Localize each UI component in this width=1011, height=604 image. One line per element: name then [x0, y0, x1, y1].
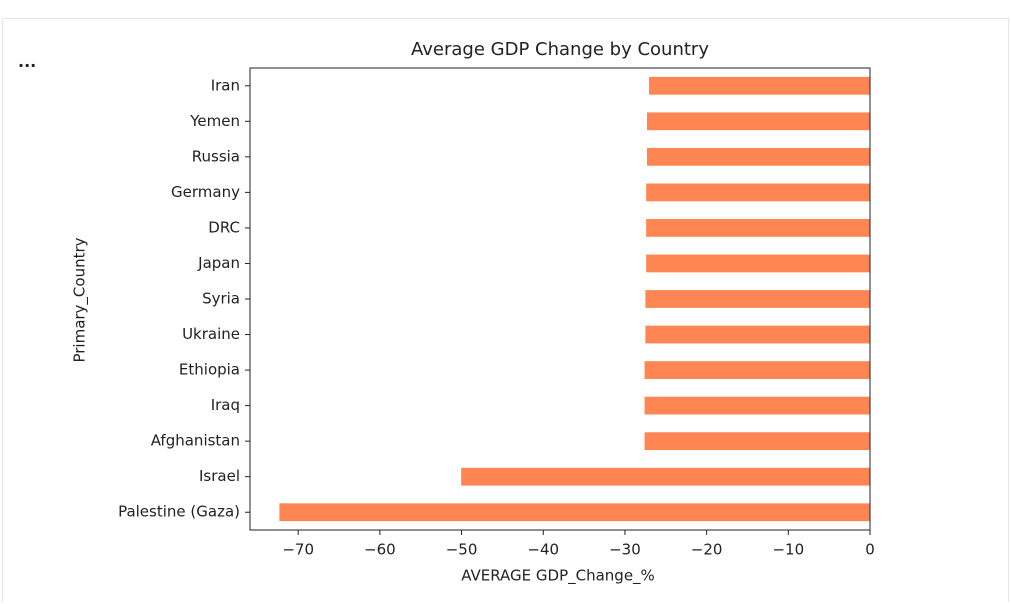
y-tick-label: Afghanistan [151, 432, 240, 450]
y-tick-label: Ethiopia [179, 361, 240, 379]
bar [646, 183, 870, 202]
y-tick-label: Israel [199, 467, 240, 485]
bar [646, 219, 870, 237]
x-tick-label: −20 [691, 541, 723, 559]
y-tick-label: Iraq [211, 396, 240, 414]
chart-title: Average GDP Change by Country [411, 39, 709, 60]
plot-frame [249, 67, 871, 531]
y-tick-label: Syria [202, 290, 240, 308]
bar [645, 325, 870, 344]
bar [645, 290, 870, 308]
y-tick-label: Japan [197, 254, 240, 272]
y-tick-label: Germany [171, 183, 240, 201]
bar [644, 361, 870, 379]
bar [644, 396, 870, 415]
output-marker: ... [18, 52, 37, 71]
y-tick-label: Palestine (Gaza) [118, 503, 240, 521]
x-tick-label: −70 [282, 541, 314, 559]
bar [646, 254, 870, 273]
y-tick-label: Yemen [189, 112, 240, 130]
output-frame [2, 18, 1009, 602]
bar [646, 147, 870, 166]
bar [461, 467, 870, 486]
x-tick-label: 0 [865, 541, 875, 559]
y-tick-label: DRC [208, 218, 240, 236]
x-tick-label: −10 [772, 541, 804, 559]
x-tick-label: −50 [446, 541, 478, 559]
y-tick-label: Iran [211, 76, 240, 94]
bar [646, 112, 870, 131]
y-tick-label: Ukraine [182, 325, 240, 343]
x-axis-label: AVERAGE GDP_Change_% [461, 567, 655, 586]
bar [649, 76, 870, 95]
x-tick-label: −60 [364, 541, 396, 559]
bar [644, 432, 870, 451]
x-tick-label: −30 [609, 541, 641, 559]
bar [279, 503, 870, 522]
x-tick-label: −40 [527, 541, 559, 559]
y-axis-label: Primary_Country [71, 237, 90, 362]
y-tick-label: Russia [192, 147, 240, 165]
